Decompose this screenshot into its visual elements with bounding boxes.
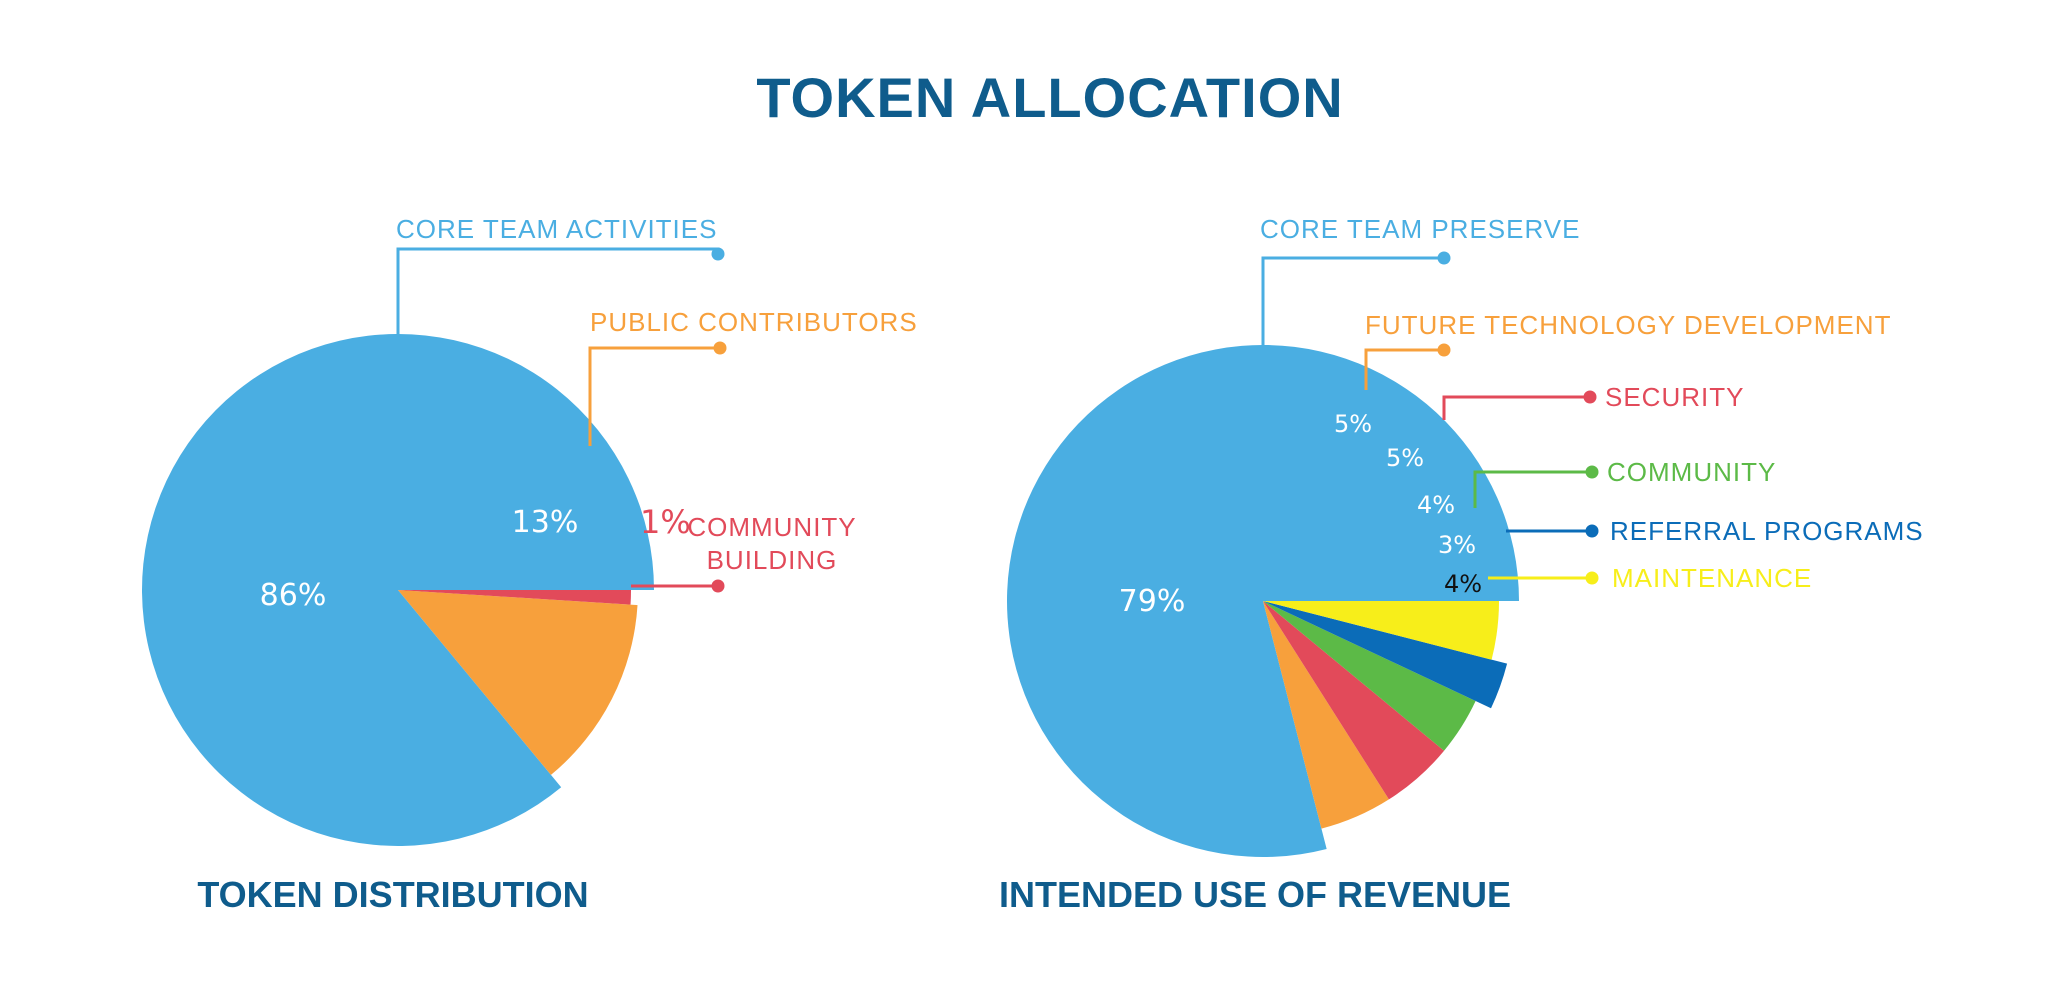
slice-security [1263,601,1445,800]
category-label: COMMUNITY [1607,457,1776,487]
callout-dot [713,341,727,355]
token-distribution-chart: 86% 13% 1% CORE TEAM ACTIVITIES PUBLIC CONTR… [141,214,918,915]
callout-dot [711,579,725,593]
callout-line [1364,348,1444,390]
slice-future-technology-development [1263,601,1389,829]
slice-value-label: 3% [1438,531,1476,559]
pie-slices [1007,345,1519,858]
intended-use-of-revenue-chart: 79% 5% 5% 4% 3% 4% CORE TEAM PRESERVE FUTURE TE… [999,214,1924,915]
category-label: CORE TEAM ACTIVITIES [396,214,717,244]
slice-value-label: 13% [512,505,579,540]
category-label: SECURITY [1605,382,1744,412]
category-label: PUBLIC CONTRIBUTORS [590,307,918,337]
category-label: COMMUNITY [687,512,856,542]
category-label: CORE TEAM PRESERVE [1260,214,1580,244]
chart-title: INTENDED USE OF REVENUE [999,874,1511,915]
slice-maintenance [1263,601,1499,660]
slice-value-label: 1% [640,503,691,541]
slice-value-label: 4% [1444,570,1482,598]
callout-dot [1585,524,1599,538]
category-label: REFERRAL PROGRAMS [1610,516,1924,546]
callout-dot [1585,571,1599,585]
callout-line [1261,256,1444,347]
category-label: BUILDING [707,545,838,575]
callout-line [588,346,720,446]
chart-title: TOKEN DISTRIBUTION [197,874,588,915]
main-title: TOKEN ALLOCATION [756,66,1343,129]
slice-core-team-preserve [1007,345,1519,858]
category-label: FUTURE TECHNOLOGY DEVELOPMENT [1365,310,1891,340]
callout-dot [1437,343,1451,357]
slice-value-label: 4% [1417,491,1455,519]
category-label: MAINTENANCE [1612,563,1812,593]
callout-dot [711,247,725,261]
slice-community [1263,601,1476,751]
slice-public-contributors [398,590,638,775]
slice-core-team-activities [141,333,654,846]
callout-dot [1583,390,1597,404]
slice-value-label: 5% [1334,410,1372,438]
callout-dot [1585,465,1599,479]
callout-dot [1437,251,1451,265]
slice-referral-programs [1263,601,1508,709]
slice-community-building [398,590,631,605]
callout-line [1473,470,1592,508]
callout-line [1442,395,1590,420]
slice-value-label: 79% [1119,584,1186,619]
slice-value-label: 86% [260,578,327,613]
slice-value-label: 5% [1386,444,1424,472]
pie-slices [141,333,654,846]
